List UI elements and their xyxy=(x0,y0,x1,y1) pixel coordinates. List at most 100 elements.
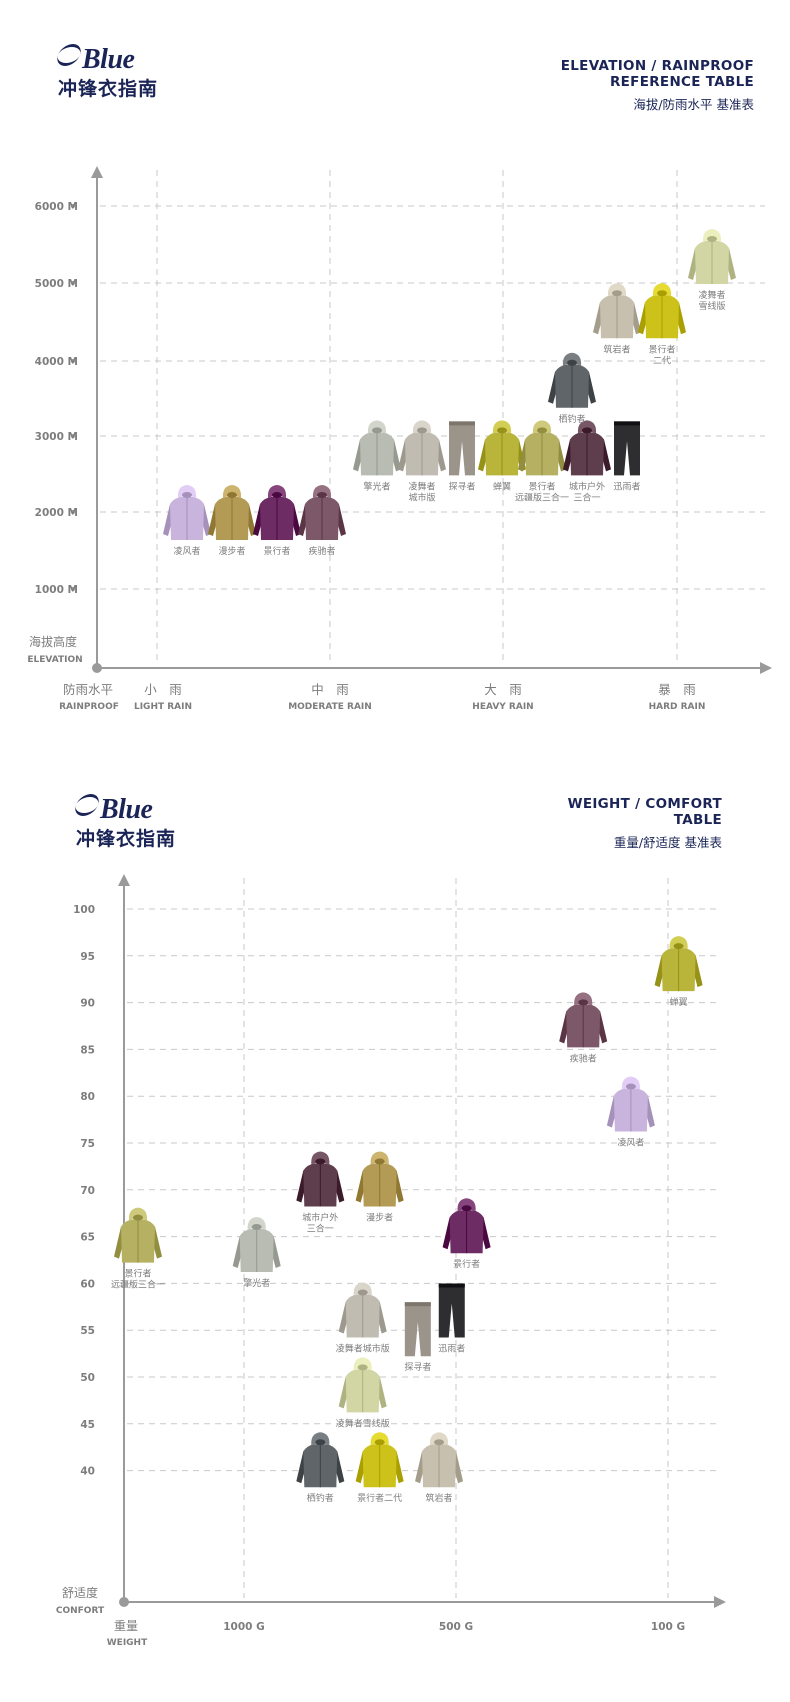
point-label: 蝉翼 xyxy=(670,996,688,1008)
jacket-marker xyxy=(442,1198,491,1254)
point-label: 探寻者 xyxy=(448,480,475,492)
chart1-origin-dot xyxy=(92,663,102,673)
jacket-hood-opening xyxy=(434,1439,445,1446)
jacket-hood-opening xyxy=(251,1223,262,1230)
chart2-x-tick-label: 1000 G xyxy=(223,1621,265,1633)
chart2-y-tick-label: 70 xyxy=(80,1185,95,1197)
pants-marker xyxy=(404,1302,431,1357)
chart2-x-axis-label-en: WEIGHT xyxy=(107,1638,148,1648)
point-label: 远疆版三合一 xyxy=(515,491,569,503)
jacket-hood-opening xyxy=(417,427,427,434)
chart2-title: WEIGHT / COMFORT TABLE 重量/舒适度 基准表 xyxy=(568,796,722,851)
point-label: 凌舞者雪线版 xyxy=(336,1417,390,1429)
jacket-marker xyxy=(338,1357,387,1413)
chart1-y-axis-label-en: ELEVATION xyxy=(27,655,82,665)
chart1-x-tick-label-zh: 暴 雨 xyxy=(658,682,696,697)
chart2-title-zh: 重量/舒适度 基准表 xyxy=(613,835,722,850)
chart1-y-tick-label: 4000 M xyxy=(35,356,78,368)
pants-marker xyxy=(438,1283,465,1338)
jacket-marker xyxy=(298,485,346,540)
point-label: 栖钓者 xyxy=(558,413,585,425)
jacket-hood-opening xyxy=(657,290,667,297)
chart1-x-tick-label-en: HEAVY RAIN xyxy=(472,702,533,712)
chart2-y-tick-label: 80 xyxy=(80,1091,95,1103)
jacket-hood-opening xyxy=(315,1158,326,1165)
chart2-y-tick-label: 100 xyxy=(73,904,95,916)
point-label: 探寻者 xyxy=(404,1361,431,1373)
weight-comfort-panel: Blue 冲锋衣指南 WEIGHT / COMFORT TABLE 重量/舒适度… xyxy=(0,740,790,1702)
chart1-y-tick-dot xyxy=(71,281,75,285)
chart2-x-tick-label: 500 G xyxy=(439,1621,473,1633)
jacket-marker xyxy=(355,1151,404,1207)
chart2-title-en-line2: TABLE xyxy=(673,812,722,828)
chart2-x-axis-arrow xyxy=(714,1596,726,1608)
jacket-hood-opening xyxy=(315,1439,326,1446)
chart1-y-ticks: 1000 M 2000 M 3000 M 4000 M 5000 M 6000 M xyxy=(35,201,78,596)
jacket-marker xyxy=(606,1076,655,1132)
chart2-x-axis-label-zh: 重量 xyxy=(114,1619,138,1633)
jacket-marker xyxy=(563,420,611,476)
jacket-hood-opening xyxy=(497,427,507,434)
jacket-hood-opening xyxy=(357,1289,368,1296)
logo-mark: Blue xyxy=(53,44,158,76)
jacket-hood-opening xyxy=(625,1083,636,1090)
chart1-axes xyxy=(91,166,772,674)
jacket-marker xyxy=(478,420,526,476)
pants-waistband xyxy=(404,1302,431,1307)
jacket-marker xyxy=(208,485,256,540)
jacket-hood-opening xyxy=(357,1364,368,1371)
point-label: 筑岩者 xyxy=(426,1492,453,1504)
chart1-x-tick-label-zh: 大 雨 xyxy=(484,682,522,697)
point-label: 漫步者 xyxy=(218,545,245,557)
chart2-y-tick-label: 50 xyxy=(80,1372,95,1384)
jacket-marker xyxy=(296,1151,345,1207)
pants-body xyxy=(438,1283,465,1338)
point-label: 城市户外 xyxy=(302,1211,338,1223)
point-label: 三合一 xyxy=(573,491,600,503)
jacket-marker xyxy=(654,936,703,992)
point-label: 三合一 xyxy=(307,1222,334,1234)
pants-marker xyxy=(614,421,640,476)
point-label: 景行者 xyxy=(648,343,675,355)
chart2-y-axis-label-zh: 舒适度 xyxy=(62,1585,98,1600)
chart1-y-tick-label: 6000 M xyxy=(35,201,78,213)
jacket-hood-opening xyxy=(372,427,382,434)
point-label: 迅雨者 xyxy=(438,1343,465,1354)
chart1-x-ticks: 小 雨 LIGHT RAIN 中 雨 MODERATE RAIN 大 雨 HEAVY RA… xyxy=(134,682,705,712)
chart2-x-ticks: 1000 G 500 G 100 G xyxy=(223,1621,685,1633)
chart1-x-tick-label-zh: 小 雨 xyxy=(144,682,182,697)
jacket-marker xyxy=(296,1432,345,1488)
chart1-y-tick-label: 3000 M xyxy=(35,431,78,443)
jacket-marker xyxy=(559,992,608,1048)
chart1-y-tick-label: 2000 M xyxy=(35,507,78,519)
chart2-y-tick-label: 90 xyxy=(80,998,95,1010)
point-label: 景行者 xyxy=(263,545,290,557)
chart1-x-tick-label-en: MODERATE RAIN xyxy=(288,702,372,712)
jacket-hood-opening xyxy=(673,943,684,950)
logo-subtitle-2: 冲锋衣指南 xyxy=(76,828,177,850)
jacket-hood-opening xyxy=(374,1439,385,1446)
chart2-origin-dot xyxy=(119,1597,129,1607)
pants-body xyxy=(449,421,475,476)
chart1-y-tick-dot xyxy=(71,587,75,591)
logo-mark-2: Blue xyxy=(71,794,176,826)
chart2-y-axis-label-en: CONFORT xyxy=(56,1606,105,1616)
chart2-y-tick-label: 45 xyxy=(80,1419,95,1431)
jacket-hood-opening xyxy=(227,492,237,498)
jacket-hood-opening xyxy=(537,427,547,434)
point-label: 景行者 xyxy=(124,1268,151,1280)
chart1-x-tick-label-en: LIGHT RAIN xyxy=(134,702,192,712)
chart1-y-tick-dot xyxy=(71,359,75,363)
point-label: 凌舞者 xyxy=(698,289,725,301)
jacket-marker xyxy=(114,1207,162,1263)
chart2-x-tick-label: 100 G xyxy=(651,1621,685,1633)
jacket-marker xyxy=(518,420,566,476)
chart1-y-tick-label: 5000 M xyxy=(35,278,78,290)
jacket-hood-opening xyxy=(578,999,589,1006)
point-label: 城市户外 xyxy=(569,480,605,492)
point-label: 凌舞者 xyxy=(408,480,435,492)
point-label: 蝉翼 xyxy=(493,480,511,492)
chart1-x-axis-label-en: RAINPROOF xyxy=(59,702,119,712)
brand-logo: Blue 冲锋衣指南 xyxy=(53,44,158,101)
